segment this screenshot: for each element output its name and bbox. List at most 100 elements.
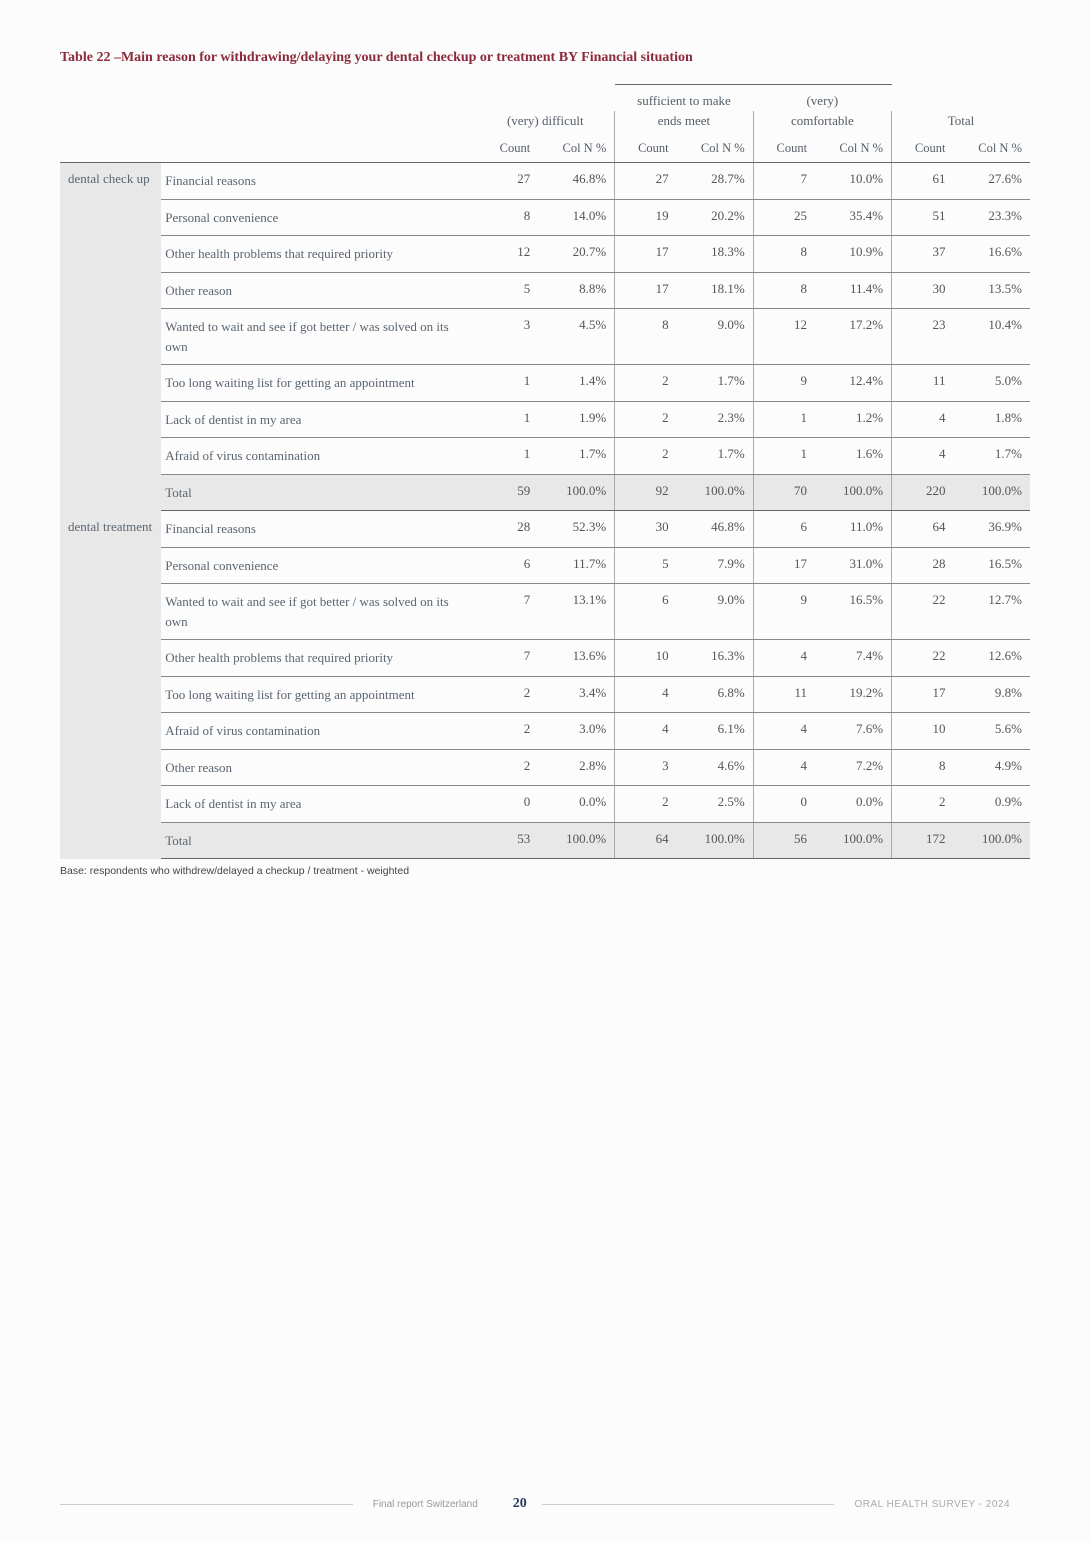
value-cell: 2.8% <box>538 749 615 786</box>
value-cell: 17 <box>753 547 815 584</box>
value-cell: 7.9% <box>677 547 754 584</box>
page-footer: Final report Switzerland 20 ORAL HEALTH … <box>60 1496 1030 1512</box>
value-cell: 3.0% <box>538 713 615 750</box>
header-group-2-line1: sufficient to make <box>615 85 753 112</box>
value-cell: 30 <box>892 272 954 309</box>
value-cell: 9 <box>753 584 815 640</box>
value-cell: 6 <box>753 511 815 548</box>
value-cell: 1.7% <box>538 438 615 475</box>
value-cell: 13.1% <box>538 584 615 640</box>
value-cell: 51 <box>892 199 954 236</box>
value-cell: 1 <box>476 401 538 438</box>
value-cell: 28 <box>892 547 954 584</box>
header-blank <box>60 85 476 112</box>
value-cell: 0.0% <box>815 786 892 823</box>
total-value-cell: 100.0% <box>677 474 754 511</box>
value-cell: 19.2% <box>815 676 892 713</box>
value-cell: 14.0% <box>538 199 615 236</box>
value-cell: 19 <box>615 199 677 236</box>
value-cell: 1.9% <box>538 401 615 438</box>
value-cell: 4 <box>753 749 815 786</box>
header-group-3-line1: (very) <box>753 85 891 112</box>
value-cell: 3.4% <box>538 676 615 713</box>
value-cell: 18.1% <box>677 272 754 309</box>
value-cell: 12.6% <box>953 640 1030 677</box>
sub-header-3: Col N % <box>677 135 754 163</box>
value-cell: 37 <box>892 236 954 273</box>
value-cell: 10.9% <box>815 236 892 273</box>
value-cell: 11 <box>753 676 815 713</box>
value-cell: 5 <box>615 547 677 584</box>
sub-header-7: Col N % <box>953 135 1030 163</box>
value-cell: 8 <box>615 309 677 365</box>
value-cell: 6 <box>476 547 538 584</box>
reason-cell: Other health problems that required prio… <box>161 236 476 273</box>
reason-cell: Afraid of virus contamination <box>161 713 476 750</box>
value-cell: 1.4% <box>538 365 615 402</box>
total-value-cell: 100.0% <box>677 822 754 859</box>
value-cell: 6 <box>615 584 677 640</box>
footer-line-right <box>542 1504 835 1505</box>
sub-header-0: Count <box>476 135 538 163</box>
value-cell: 9.0% <box>677 309 754 365</box>
value-cell: 4 <box>892 401 954 438</box>
value-cell: 27 <box>476 163 538 200</box>
value-cell: 18.3% <box>677 236 754 273</box>
value-cell: 10.4% <box>953 309 1030 365</box>
value-cell: 20.2% <box>677 199 754 236</box>
value-cell: 13.5% <box>953 272 1030 309</box>
total-value-cell: 100.0% <box>815 474 892 511</box>
value-cell: 0 <box>753 786 815 823</box>
value-cell: 1.2% <box>815 401 892 438</box>
value-cell: 0 <box>476 786 538 823</box>
value-cell: 8 <box>476 199 538 236</box>
sub-header-5: Col N % <box>815 135 892 163</box>
value-cell: 35.4% <box>815 199 892 236</box>
header-group-1 <box>476 85 614 112</box>
value-cell: 10.0% <box>815 163 892 200</box>
value-cell: 4 <box>753 640 815 677</box>
value-cell: 1 <box>753 401 815 438</box>
sub-header-blank <box>60 135 476 163</box>
reason-cell: Lack of dentist in my area <box>161 786 476 823</box>
reason-cell: Wanted to wait and see if got better / w… <box>161 309 476 365</box>
header-group-2-line2: ends meet <box>615 111 753 135</box>
value-cell: 1 <box>476 438 538 475</box>
value-cell: 5.0% <box>953 365 1030 402</box>
value-cell: 2 <box>892 786 954 823</box>
value-cell: 4 <box>615 713 677 750</box>
value-cell: 64 <box>892 511 954 548</box>
value-cell: 2 <box>476 749 538 786</box>
value-cell: 52.3% <box>538 511 615 548</box>
value-cell: 22 <box>892 640 954 677</box>
value-cell: 9.0% <box>677 584 754 640</box>
value-cell: 4.6% <box>677 749 754 786</box>
value-cell: 31.0% <box>815 547 892 584</box>
value-cell: 3 <box>476 309 538 365</box>
header-group-4 <box>892 85 1030 112</box>
table-title: Table 22 –Main reason for withdrawing/de… <box>60 50 1030 66</box>
reason-cell: Personal convenience <box>161 199 476 236</box>
value-cell: 5.6% <box>953 713 1030 750</box>
reason-cell: Afraid of virus contamination <box>161 438 476 475</box>
value-cell: 9 <box>753 365 815 402</box>
value-cell: 46.8% <box>538 163 615 200</box>
header-blank2 <box>60 111 476 135</box>
header-group-3-line2: comfortable <box>753 111 891 135</box>
value-cell: 2.5% <box>677 786 754 823</box>
value-cell: 11 <box>892 365 954 402</box>
total-value-cell: 100.0% <box>815 822 892 859</box>
reason-cell: Financial reasons <box>161 511 476 548</box>
value-cell: 11.7% <box>538 547 615 584</box>
value-cell: 4 <box>753 713 815 750</box>
value-cell: 46.8% <box>677 511 754 548</box>
sub-header-4: Count <box>753 135 815 163</box>
reason-cell: Too long waiting list for getting an app… <box>161 365 476 402</box>
value-cell: 16.5% <box>953 547 1030 584</box>
value-cell: 61 <box>892 163 954 200</box>
value-cell: 1.7% <box>677 365 754 402</box>
reason-cell: Other health problems that required prio… <box>161 640 476 677</box>
value-cell: 2 <box>615 786 677 823</box>
value-cell: 22 <box>892 584 954 640</box>
value-cell: 8 <box>753 272 815 309</box>
